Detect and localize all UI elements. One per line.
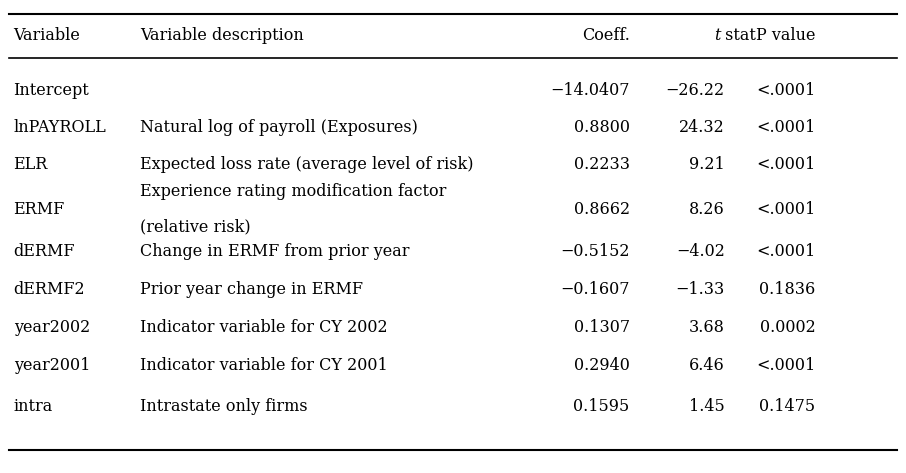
Text: <.0001: <.0001 [757, 156, 815, 173]
Text: 0.2233: 0.2233 [573, 156, 630, 173]
Text: 0.8662: 0.8662 [573, 201, 630, 218]
Text: 0.1836: 0.1836 [759, 281, 815, 298]
Text: stat: stat [720, 27, 757, 44]
Text: <.0001: <.0001 [757, 243, 815, 260]
Text: Intrastate only firms: Intrastate only firms [140, 398, 308, 415]
Text: Indicator variable for CY 2001: Indicator variable for CY 2001 [140, 357, 388, 374]
Text: −0.5152: −0.5152 [560, 243, 630, 260]
Text: <.0001: <.0001 [757, 357, 815, 374]
Text: Prior year change in ERMF: Prior year change in ERMF [140, 281, 363, 298]
Text: 0.1475: 0.1475 [759, 398, 815, 415]
Text: Indicator variable for CY 2002: Indicator variable for CY 2002 [140, 319, 388, 336]
Text: Coeff.: Coeff. [582, 27, 630, 44]
Text: <.0001: <.0001 [757, 82, 815, 99]
Text: <.0001: <.0001 [757, 201, 815, 218]
Text: Experience rating modification factor: Experience rating modification factor [140, 183, 447, 200]
Text: Change in ERMF from prior year: Change in ERMF from prior year [140, 243, 410, 260]
Text: dERMF2: dERMF2 [14, 281, 85, 298]
Text: 6.46: 6.46 [689, 357, 725, 374]
Text: Variable description: Variable description [140, 27, 304, 44]
Text: ELR: ELR [14, 156, 48, 173]
Text: 24.32: 24.32 [680, 119, 725, 136]
Text: <.0001: <.0001 [757, 119, 815, 136]
Text: P value: P value [756, 27, 815, 44]
Text: lnPAYROLL: lnPAYROLL [14, 119, 106, 136]
Text: year2001: year2001 [14, 357, 90, 374]
Text: 3.68: 3.68 [689, 319, 725, 336]
Text: (relative risk): (relative risk) [140, 219, 251, 236]
Text: −0.1607: −0.1607 [560, 281, 630, 298]
Text: Variable: Variable [14, 27, 81, 44]
Text: −1.33: −1.33 [676, 281, 725, 298]
Text: 0.1595: 0.1595 [573, 398, 630, 415]
Text: 8.26: 8.26 [689, 201, 725, 218]
Text: Expected loss rate (average level of risk): Expected loss rate (average level of ris… [140, 156, 474, 173]
Text: Natural log of payroll (Exposures): Natural log of payroll (Exposures) [140, 119, 419, 136]
Text: 0.8800: 0.8800 [573, 119, 630, 136]
Text: dERMF: dERMF [14, 243, 75, 260]
Text: intra: intra [14, 398, 53, 415]
Text: 9.21: 9.21 [689, 156, 725, 173]
Text: −4.02: −4.02 [676, 243, 725, 260]
Text: year2002: year2002 [14, 319, 90, 336]
Text: 0.2940: 0.2940 [573, 357, 630, 374]
Text: −14.0407: −14.0407 [550, 82, 630, 99]
Text: 0.1307: 0.1307 [573, 319, 630, 336]
Text: 0.0002: 0.0002 [759, 319, 815, 336]
Text: ERMF: ERMF [14, 201, 65, 218]
Text: −26.22: −26.22 [666, 82, 725, 99]
Text: t: t [714, 27, 720, 44]
Text: 1.45: 1.45 [689, 398, 725, 415]
Text: Intercept: Intercept [14, 82, 90, 99]
